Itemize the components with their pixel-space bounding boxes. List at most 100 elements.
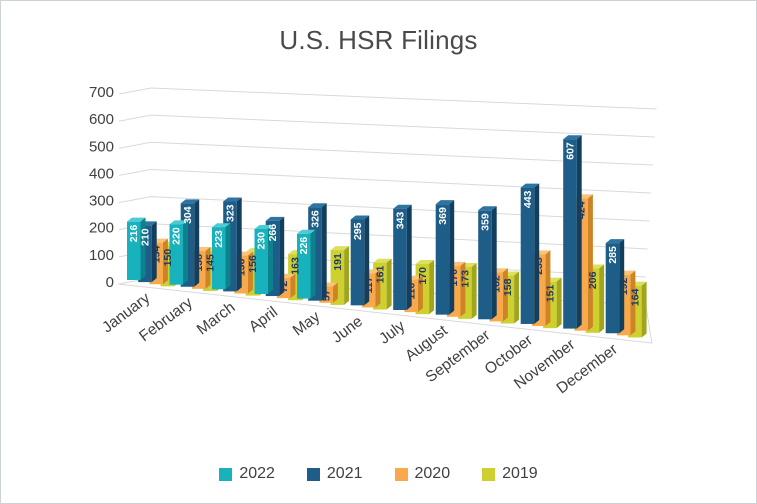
bar-2022-may-side xyxy=(310,229,316,299)
bar-2022-february xyxy=(169,224,183,285)
bar-2021-june-label: 295 xyxy=(352,222,364,240)
bar-2019-november-label: 206 xyxy=(587,271,599,289)
bar-2022-march-side xyxy=(225,223,231,290)
x-axis-label-may: May xyxy=(290,308,324,339)
bar-2019-july-side xyxy=(429,260,435,315)
bar-2022-february-top xyxy=(169,220,188,225)
bar-2022-january-label: 216 xyxy=(128,225,140,243)
bar-2021-november-label: 607 xyxy=(564,142,576,160)
bar-2021-may-label: 326 xyxy=(309,210,321,228)
gridline xyxy=(118,141,654,166)
legend-label-2022: 2022 xyxy=(239,465,275,482)
bar-2019-april-label: 163 xyxy=(289,257,301,275)
bar-2022-january-top xyxy=(127,217,146,222)
bar-2021-march-label: 323 xyxy=(224,204,236,222)
bar-2021-november-side xyxy=(576,135,582,329)
bar-2021-december-side xyxy=(619,239,625,334)
bar-2020-january-side xyxy=(162,238,168,285)
bar-2022-may-top xyxy=(297,229,316,234)
bar-2019-december-label: 164 xyxy=(629,288,641,306)
bar-2022-january xyxy=(127,221,141,280)
bar-2020-february-side xyxy=(205,247,211,289)
bar-2020-april-side xyxy=(290,273,296,299)
legend-swatch-2019 xyxy=(482,467,496,481)
bar-2019-june-label: 161 xyxy=(374,266,386,284)
bar-2020-june-side xyxy=(375,269,381,308)
bar-2021-june-top xyxy=(350,215,370,220)
bar-2021-march-side xyxy=(236,197,242,292)
bar-2021-june-side xyxy=(364,215,370,306)
gridline xyxy=(118,87,657,110)
x-axis-label-july: July xyxy=(376,317,408,347)
bar-2020-october-label: 233 xyxy=(533,257,545,275)
y-axis-label: 200 xyxy=(89,220,114,237)
bar-2021-september-label: 359 xyxy=(479,213,491,231)
bar-2020-december-label: 192 xyxy=(618,277,630,295)
bar-2019-february-label: 145 xyxy=(204,254,216,272)
legend: 2022 2021 2020 2019 xyxy=(1,465,756,483)
bar-2019-july-top xyxy=(415,260,435,265)
bar-2021-october-label: 443 xyxy=(522,190,534,208)
bar-2021-february-label: 304 xyxy=(182,206,194,224)
bar-2021-august-side xyxy=(449,200,455,315)
bar-2022-april xyxy=(254,228,268,294)
bar-2021-december-label: 285 xyxy=(607,246,619,264)
legend-swatch-2020 xyxy=(394,467,408,481)
bar-2021-july xyxy=(393,208,407,310)
bar-2021-august-label: 369 xyxy=(437,207,449,225)
bar-2021-september-top xyxy=(478,206,497,211)
bar-2021-september-side xyxy=(491,206,497,320)
y-axis-label: 300 xyxy=(89,193,114,210)
bar-2022-january-side xyxy=(140,217,146,280)
y-axis-label: 0 xyxy=(106,274,114,291)
bar-2020-july-side xyxy=(417,275,423,313)
bar-2021-may-top xyxy=(308,203,327,208)
bar-2019-june-side xyxy=(386,258,392,310)
bar-2022-february-label: 220 xyxy=(171,227,183,245)
bar-2021-november xyxy=(563,139,577,329)
bar-2021-july-top xyxy=(393,204,412,209)
bar-2021-july-label: 343 xyxy=(394,212,406,230)
bar-2019-september-label: 158 xyxy=(502,278,514,296)
y-axis-label: 500 xyxy=(89,138,114,155)
legend-item-2019: 2019 xyxy=(482,465,538,483)
bar-2020-march-side xyxy=(247,251,253,294)
bar-2020-november-label: 424 xyxy=(576,201,588,219)
bar-2019-may-label: 191 xyxy=(332,253,344,271)
bar-2019-august-side xyxy=(471,263,477,319)
bar-2020-december-side xyxy=(630,270,636,336)
bar-2019-july-label: 170 xyxy=(417,267,429,285)
bar-2019-august-label: 173 xyxy=(459,270,471,288)
x-axis-label-april: April xyxy=(246,304,281,336)
legend-item-2020: 2020 xyxy=(394,465,451,483)
bar-2019-november-side xyxy=(599,264,605,333)
bar-2020-july-label: 110 xyxy=(406,282,418,299)
bar-2019-may-side xyxy=(344,246,350,305)
legend-item-2021: 2021 xyxy=(306,465,363,483)
bar-2021-september xyxy=(478,210,492,320)
bar-2022-april-label: 230 xyxy=(256,232,268,250)
bar-2019-may-top xyxy=(330,246,350,251)
bar-2020-january-label: 154 xyxy=(151,245,163,263)
bar-2021-may-side xyxy=(321,203,327,301)
bar-2019-december-side xyxy=(641,281,647,338)
legend-swatch-2021 xyxy=(306,467,320,481)
legend-label-2020: 2020 xyxy=(414,465,451,482)
y-axis-label: 400 xyxy=(89,165,114,182)
bar-2019-october-side xyxy=(556,277,562,329)
bar-2019-march-label: 156 xyxy=(247,255,259,273)
bar-2020-september-side xyxy=(502,268,508,322)
y-axis-label: 700 xyxy=(89,84,114,101)
bar-2019-june-top xyxy=(373,258,392,263)
bar-2020-october-side xyxy=(545,250,551,327)
bar-2022-february-side xyxy=(183,220,188,285)
x-axis-label-june: June xyxy=(329,313,366,347)
bar-2021-october-top xyxy=(520,183,540,188)
bar-2020-april-label: 72 xyxy=(278,281,290,293)
bar-2020-september-label: 162 xyxy=(491,275,503,293)
bar-2021-july-side xyxy=(406,204,412,310)
gridline xyxy=(118,114,655,138)
legend-label-2021: 2021 xyxy=(326,465,363,482)
